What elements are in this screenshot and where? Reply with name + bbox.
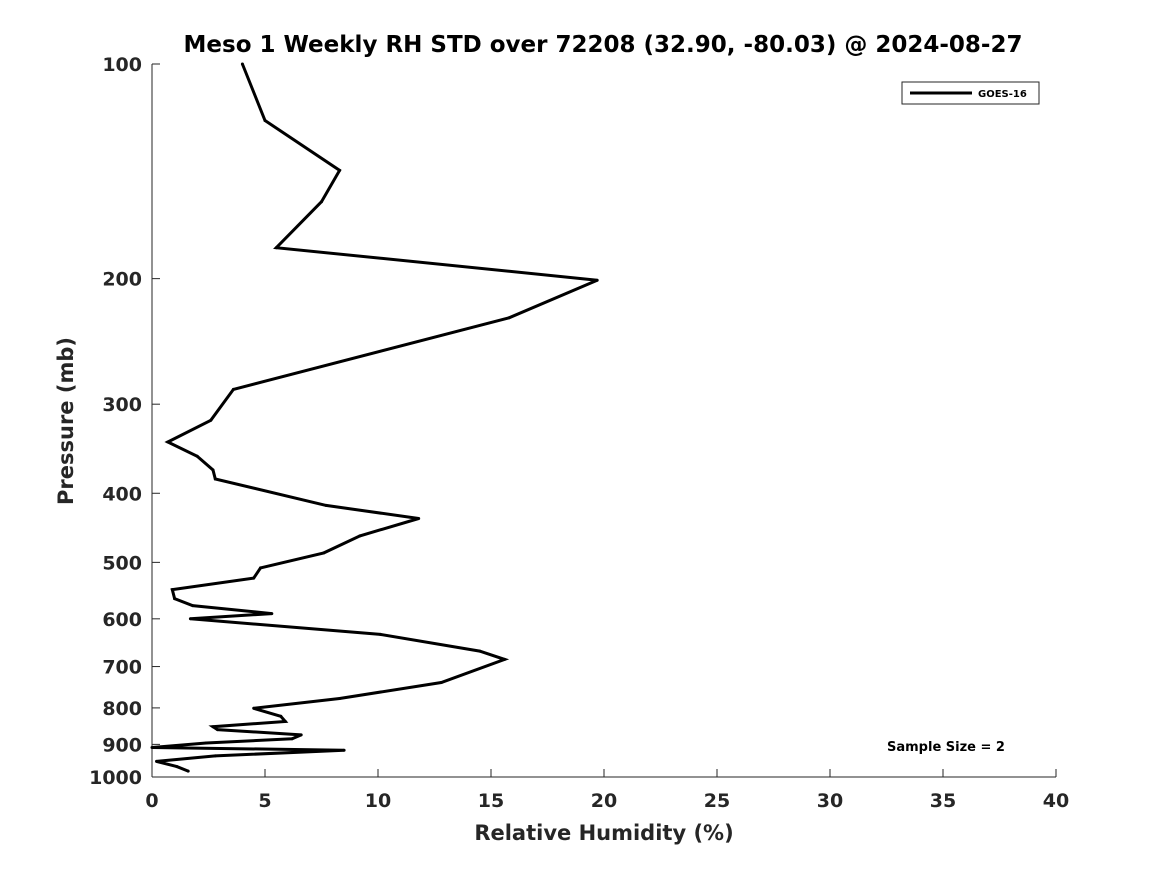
- series-point: [507, 316, 511, 320]
- x-tick-label: 5: [258, 790, 271, 812]
- series-point: [417, 517, 421, 520]
- x-tick-label: 20: [591, 790, 617, 812]
- y-ticks: 100 200 300 400 500 600 700 800 900 1000: [89, 54, 160, 789]
- series-point: [231, 387, 235, 391]
- series-point: [175, 765, 179, 769]
- series-point: [342, 748, 346, 752]
- y-tick-label: 500: [102, 552, 142, 574]
- series-point: [186, 769, 190, 773]
- series-point: [338, 697, 342, 700]
- series-point: [320, 200, 323, 204]
- y-tick-label: 1000: [89, 767, 142, 789]
- sample-size-annotation: Sample Size = 2: [887, 740, 1005, 755]
- chart-title: Meso 1 Weekly RH STD over 72208 (32.90, …: [184, 32, 1023, 58]
- series-point: [283, 720, 287, 723]
- series-point: [252, 576, 256, 580]
- y-axis-title: Pressure (mb): [54, 337, 78, 505]
- series-point: [338, 168, 342, 172]
- series-point: [211, 468, 215, 472]
- x-ticks: 0 5 10 15 20 25 30 35 40: [145, 769, 1069, 812]
- y-tick-label: 100: [102, 54, 142, 76]
- legend: GOES-16: [901, 81, 1040, 105]
- x-axis-title: Relative Humidity (%): [474, 821, 733, 845]
- series-point: [204, 741, 208, 745]
- series-point: [213, 754, 217, 758]
- legend-label-goes-16: GOES-16: [978, 89, 1027, 100]
- x-tick-label: 40: [1043, 790, 1069, 812]
- series-point: [173, 597, 177, 601]
- series-layer: [150, 62, 599, 773]
- series-point: [274, 246, 278, 250]
- series-point: [503, 657, 507, 661]
- y-tick-label: 400: [102, 483, 142, 505]
- series-point: [259, 566, 262, 570]
- series-point: [322, 551, 326, 555]
- x-tick-label: 35: [930, 790, 956, 812]
- series-point: [209, 418, 213, 422]
- series-point: [155, 759, 158, 763]
- y-tick-label: 700: [102, 657, 142, 679]
- series-point: [150, 746, 154, 749]
- series-line-goes-16: [151, 63, 598, 773]
- series-point: [439, 681, 443, 684]
- series-point: [263, 119, 267, 122]
- series-point: [191, 604, 195, 608]
- axes: [151, 64, 1056, 778]
- x-tick-label: 15: [478, 790, 504, 812]
- series-point: [358, 534, 362, 538]
- y-tick-label: 800: [102, 698, 142, 720]
- series-point: [290, 737, 294, 741]
- series-point: [213, 477, 217, 481]
- series-point: [270, 612, 274, 616]
- y-tick-label: 200: [102, 269, 142, 291]
- x-tick-label: 0: [145, 790, 158, 812]
- series-point: [166, 440, 170, 444]
- series-point: [478, 649, 482, 653]
- series-point: [252, 706, 256, 710]
- x-tick-label: 30: [817, 790, 843, 812]
- series-point: [378, 632, 382, 636]
- series-point: [216, 728, 219, 732]
- y-tick-label: 600: [102, 609, 142, 631]
- series-point: [595, 278, 599, 282]
- series-point: [279, 714, 283, 718]
- series-point: [324, 503, 328, 507]
- series-point: [195, 454, 199, 458]
- x-tick-label: 25: [704, 790, 730, 812]
- y-tick-label: 300: [102, 394, 142, 416]
- series-point: [240, 62, 244, 66]
- series-point: [299, 733, 303, 737]
- y-tick-label: 900: [102, 734, 142, 756]
- series-point: [188, 617, 192, 621]
- x-tick-label: 10: [365, 790, 391, 812]
- series-point: [211, 725, 215, 729]
- series-point: [170, 588, 174, 592]
